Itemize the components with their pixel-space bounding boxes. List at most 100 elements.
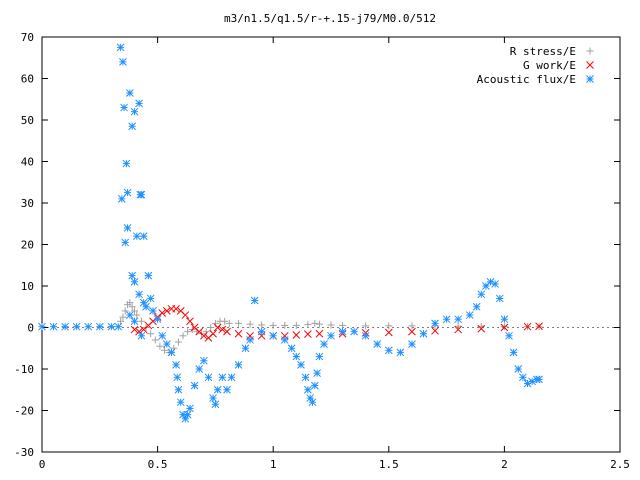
data-point	[234, 360, 243, 369]
data-point	[162, 307, 171, 315]
data-point	[130, 325, 139, 334]
data-point	[234, 329, 243, 338]
data-point	[132, 232, 141, 241]
data-point	[133, 311, 141, 319]
data-point	[218, 373, 227, 382]
data-point	[477, 290, 486, 299]
data-point	[128, 122, 137, 131]
data-point	[209, 394, 217, 402]
data-point	[431, 326, 439, 335]
data-point	[117, 194, 126, 203]
data-point	[339, 321, 347, 329]
data-point	[257, 327, 266, 336]
y-tick-label: 40	[21, 156, 34, 169]
data-point	[199, 331, 208, 340]
series-2	[38, 43, 543, 423]
data-point	[123, 224, 132, 232]
data-point	[495, 294, 504, 303]
data-point	[174, 338, 182, 346]
data-point	[472, 302, 481, 311]
y-tick-label: 30	[21, 197, 34, 210]
data-point	[269, 331, 278, 340]
data-point	[199, 356, 208, 365]
data-point	[176, 398, 185, 407]
data-point	[209, 329, 217, 338]
data-point	[38, 322, 46, 331]
data-point	[190, 381, 199, 390]
data-point	[491, 280, 500, 288]
data-point	[396, 348, 405, 357]
data-point	[139, 232, 148, 241]
data-point	[186, 404, 194, 413]
x-tick-label: 1.5	[379, 458, 399, 471]
data-point	[130, 277, 139, 286]
data-point	[130, 317, 139, 326]
data-point	[146, 294, 155, 303]
data-point	[408, 322, 416, 330]
data-point	[310, 381, 319, 390]
data-point	[320, 340, 328, 348]
ticks-layer: 0 0.5 1 1.5 2 2.5 70 60 50 40 30 20 10 0 -10 -20 -30	[14, 31, 630, 471]
data-point	[128, 303, 136, 311]
data-point	[519, 373, 527, 382]
data-point	[454, 315, 463, 324]
data-point	[117, 317, 125, 325]
data-point	[142, 302, 150, 311]
x-tick-label: 2.5	[610, 458, 630, 471]
data-point	[250, 296, 259, 305]
data-point	[477, 324, 486, 333]
plot-frame	[41, 36, 621, 453]
data-point	[120, 103, 128, 112]
data-point	[149, 307, 157, 315]
data-point	[223, 385, 231, 394]
data-point	[147, 330, 155, 338]
x-tick-label: 0	[39, 458, 46, 471]
data-point	[156, 342, 164, 350]
data-point	[327, 331, 335, 340]
data-point	[195, 365, 204, 373]
data-point	[126, 311, 134, 319]
data-point	[419, 329, 428, 338]
y-tick-label: 70	[21, 31, 34, 44]
chart-title: m3/n1.5/q1.5/r-+.15-j79/M0.0/512	[224, 12, 436, 25]
data-point	[181, 311, 190, 319]
data-point	[135, 99, 143, 108]
data-point	[500, 315, 509, 324]
data-point	[158, 331, 167, 340]
data-point	[223, 327, 231, 336]
data-point	[126, 299, 134, 307]
data-point	[361, 331, 370, 340]
data-point	[308, 398, 317, 407]
data-point	[509, 348, 518, 357]
data-point	[227, 373, 236, 382]
data-point	[431, 319, 439, 328]
data-point	[500, 323, 509, 332]
data-point	[119, 313, 127, 321]
data-point	[292, 352, 301, 361]
data-point	[213, 385, 222, 394]
data-point	[523, 322, 532, 331]
data-point	[313, 369, 321, 378]
data-point	[153, 315, 162, 324]
data-point	[172, 304, 180, 313]
y-tick-label: 60	[21, 73, 34, 86]
data-point	[122, 159, 131, 168]
data-point	[350, 327, 358, 336]
y-tick-label: -30	[14, 446, 34, 459]
data-point	[246, 336, 254, 344]
legend-label: R stress/E	[510, 45, 576, 58]
data-point	[304, 330, 312, 338]
data-point	[130, 307, 138, 315]
data-point	[315, 320, 323, 328]
data-point	[135, 290, 143, 299]
data-point	[304, 321, 312, 329]
legend-label: G work/E	[523, 59, 576, 72]
data-point	[384, 328, 393, 337]
y-tick-label: 0	[27, 322, 34, 335]
data-point	[158, 309, 167, 317]
data-point	[218, 325, 227, 334]
data-point	[454, 322, 462, 330]
data-point	[126, 89, 134, 97]
data-point	[179, 332, 187, 340]
